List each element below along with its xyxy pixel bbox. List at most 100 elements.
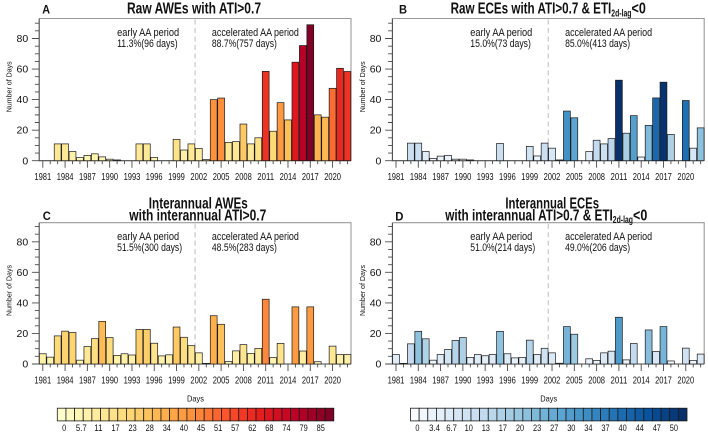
svg-text:1993: 1993 — [477, 376, 494, 387]
svg-text:Number of Days: Number of Days — [358, 265, 367, 316]
svg-text:2020: 2020 — [677, 376, 694, 387]
svg-text:60: 60 — [17, 64, 29, 76]
svg-text:20: 20 — [17, 125, 29, 137]
svg-text:B: B — [399, 2, 407, 16]
svg-text:1990: 1990 — [455, 376, 472, 387]
svg-text:49.0%(206 days): 49.0%(206 days) — [565, 242, 630, 254]
svg-text:68: 68 — [265, 423, 273, 433]
svg-text:Interannual ECEs: Interannual ECEs — [505, 195, 599, 212]
svg-text:5.7: 5.7 — [76, 423, 87, 433]
svg-text:with interannual ATI>0.7: with interannual ATI>0.7 — [129, 207, 267, 224]
svg-text:85: 85 — [317, 423, 325, 433]
svg-text:20: 20 — [370, 328, 382, 340]
svg-text:1984: 1984 — [57, 376, 74, 387]
svg-text:2017: 2017 — [302, 172, 319, 183]
svg-text:37: 37 — [601, 423, 609, 433]
svg-text:47: 47 — [653, 423, 661, 433]
svg-text:1984: 1984 — [57, 172, 74, 183]
svg-text:1990: 1990 — [101, 376, 118, 387]
svg-text:2011: 2011 — [257, 376, 274, 387]
svg-text:60: 60 — [370, 64, 382, 76]
svg-text:11.3%(96 days): 11.3%(96 days) — [117, 38, 178, 50]
svg-text:2008: 2008 — [588, 172, 605, 183]
svg-text:88.7%(757 days): 88.7%(757 days) — [212, 38, 277, 50]
svg-text:accelerated AA period: accelerated AA period — [565, 231, 652, 243]
svg-text:51: 51 — [214, 423, 222, 433]
svg-text:10: 10 — [465, 423, 473, 433]
svg-text:early AA period: early AA period — [117, 231, 179, 243]
svg-text:1993: 1993 — [124, 172, 141, 183]
svg-text:1987: 1987 — [79, 376, 96, 387]
svg-text:2014: 2014 — [633, 172, 650, 183]
svg-text:51.0%(214 days): 51.0%(214 days) — [470, 242, 535, 254]
svg-text:60: 60 — [370, 267, 382, 279]
svg-text:1999: 1999 — [521, 376, 538, 387]
svg-text:accelerated AA period: accelerated AA period — [212, 27, 299, 39]
svg-text:3.4: 3.4 — [429, 423, 440, 433]
svg-text:2002: 2002 — [544, 172, 561, 183]
svg-text:2002: 2002 — [190, 376, 207, 387]
svg-text:85.0%(413 days): 85.0%(413 days) — [565, 38, 630, 50]
svg-text:1993: 1993 — [124, 376, 141, 387]
svg-text:early AA period: early AA period — [470, 231, 532, 243]
svg-text:1993: 1993 — [477, 172, 494, 183]
svg-text:early AA period: early AA period — [470, 27, 532, 39]
svg-text:with interannual ATI>0.7 & ETI: with interannual ATI>0.7 & ETI2d-lag<0 — [444, 207, 647, 226]
svg-text:2011: 2011 — [611, 376, 628, 387]
svg-text:80: 80 — [370, 236, 382, 248]
svg-text:2002: 2002 — [544, 376, 561, 387]
svg-text:1987: 1987 — [432, 172, 449, 183]
svg-text:2011: 2011 — [257, 172, 274, 183]
svg-text:0: 0 — [22, 155, 28, 167]
svg-text:80: 80 — [370, 33, 382, 45]
svg-text:2005: 2005 — [213, 172, 230, 183]
svg-text:Raw AWEs with ATI>0.7: Raw AWEs with ATI>0.7 — [127, 1, 261, 18]
svg-text:1984: 1984 — [410, 172, 427, 183]
svg-text:1996: 1996 — [146, 172, 163, 183]
svg-text:15.0%(73 days): 15.0%(73 days) — [470, 38, 531, 50]
svg-text:1981: 1981 — [388, 172, 405, 183]
svg-text:early AA period: early AA period — [117, 27, 179, 39]
svg-text:2014: 2014 — [633, 376, 650, 387]
svg-text:1999: 1999 — [168, 376, 185, 387]
svg-text:60: 60 — [17, 267, 29, 279]
svg-text:1999: 1999 — [168, 172, 185, 183]
svg-text:13: 13 — [482, 423, 490, 433]
svg-text:C: C — [43, 209, 51, 223]
svg-text:0: 0 — [376, 155, 382, 167]
svg-text:74: 74 — [282, 423, 291, 433]
svg-text:2008: 2008 — [588, 376, 605, 387]
svg-text:40: 40 — [619, 423, 627, 433]
svg-text:1996: 1996 — [499, 172, 516, 183]
svg-text:A: A — [42, 2, 50, 16]
svg-text:2011: 2011 — [611, 172, 628, 183]
svg-text:40: 40 — [17, 94, 29, 106]
svg-text:11: 11 — [94, 423, 102, 433]
svg-text:2002: 2002 — [190, 172, 207, 183]
svg-text:80: 80 — [17, 236, 29, 248]
svg-text:D: D — [395, 209, 403, 223]
svg-text:2014: 2014 — [280, 172, 297, 183]
svg-text:2020: 2020 — [324, 172, 341, 183]
svg-text:30: 30 — [567, 423, 575, 433]
svg-text:1981: 1981 — [34, 376, 51, 387]
svg-text:45: 45 — [197, 423, 205, 433]
svg-text:accelerated AA period: accelerated AA period — [565, 27, 652, 39]
svg-text:1981: 1981 — [34, 172, 51, 183]
svg-text:2017: 2017 — [302, 376, 319, 387]
svg-text:0: 0 — [376, 359, 382, 371]
svg-text:2008: 2008 — [235, 376, 252, 387]
svg-text:40: 40 — [17, 298, 29, 310]
svg-text:23: 23 — [533, 423, 541, 433]
svg-text:17: 17 — [499, 423, 507, 433]
svg-text:1981: 1981 — [388, 376, 405, 387]
svg-text:51.5%(300 days): 51.5%(300 days) — [117, 242, 182, 254]
svg-text:23: 23 — [129, 423, 137, 433]
svg-text:Days: Days — [187, 393, 204, 403]
svg-text:20: 20 — [17, 328, 29, 340]
svg-text:Number of Days: Number of Days — [358, 61, 367, 112]
svg-text:2008: 2008 — [235, 172, 252, 183]
svg-text:34: 34 — [584, 423, 593, 433]
svg-text:20: 20 — [516, 423, 524, 433]
svg-text:1990: 1990 — [101, 172, 118, 183]
